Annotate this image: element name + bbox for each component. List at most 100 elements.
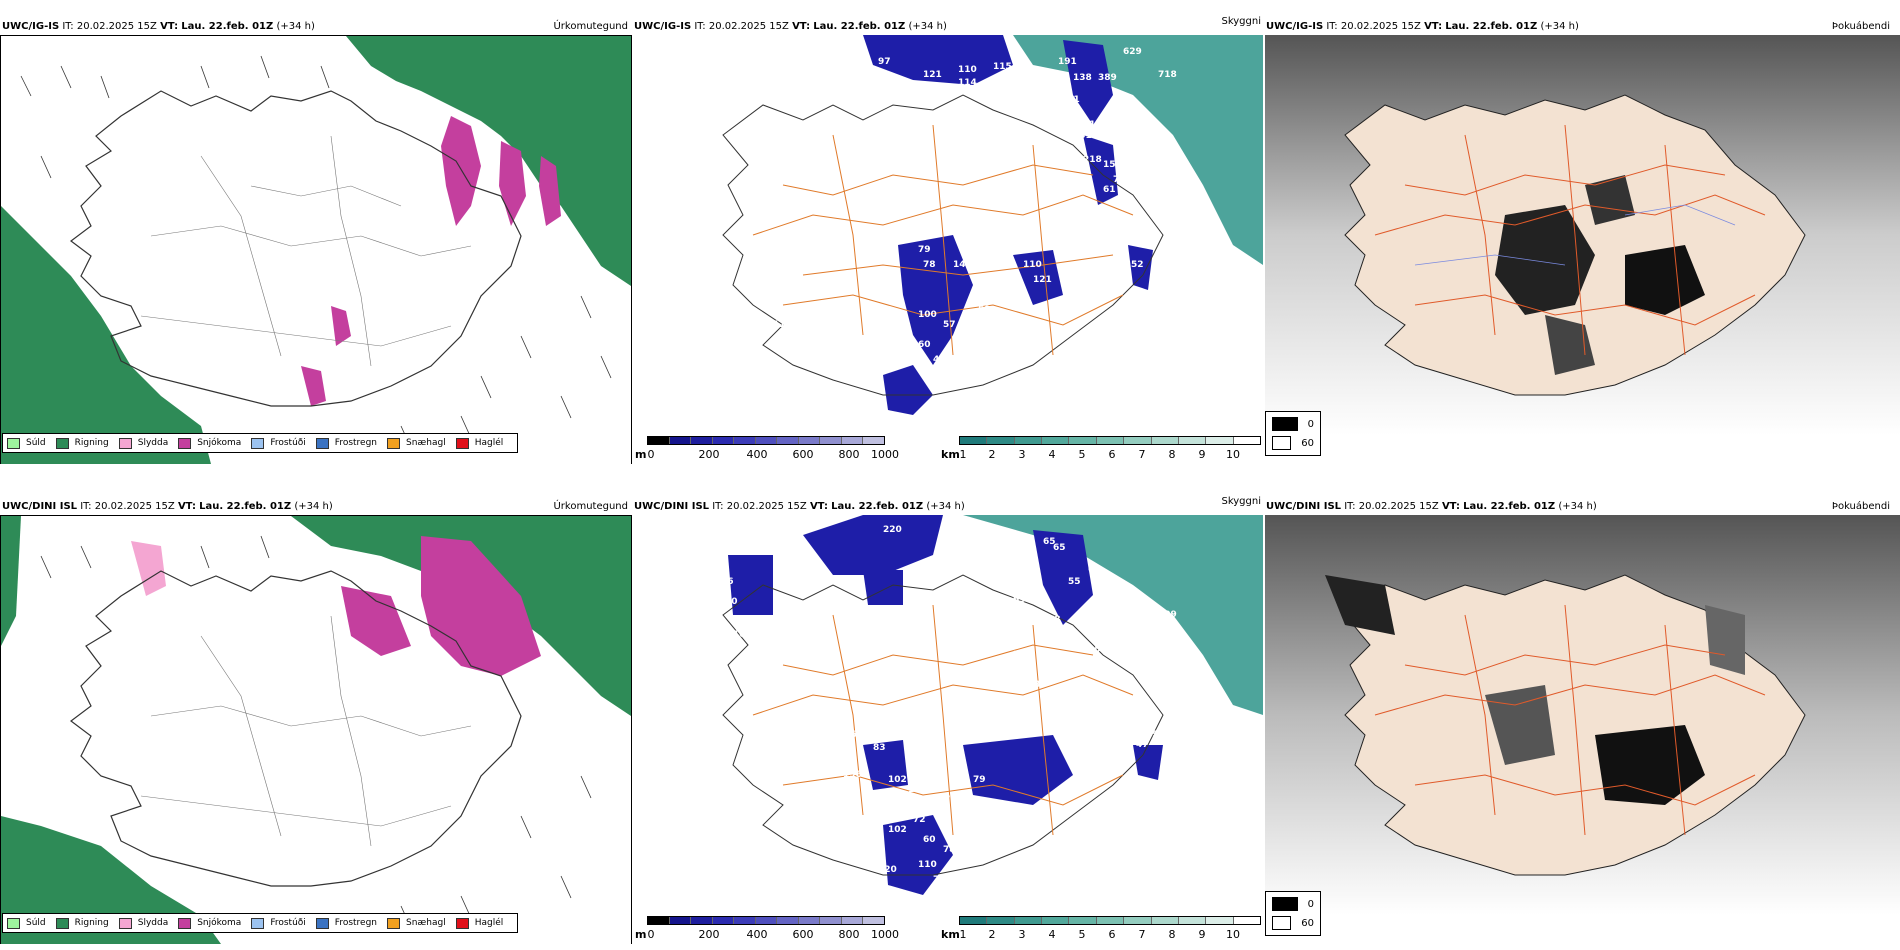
cloud-base-label: 57 [943,320,956,330]
visibility-tick: 9 [1198,928,1206,941]
cloud-base-label: 723 [1113,175,1132,185]
cloud-base-label: 49 [708,600,721,610]
cloud-base-label: 61 [1103,185,1116,195]
legend-item: Haglél [455,437,503,449]
legend-item: Rigning [55,437,109,449]
legend-item: Snæhagl [387,917,446,929]
legend-swatch [387,437,401,449]
ceiling-tick: 800 [838,928,860,941]
legend-item: Frostúði [251,917,306,929]
panel-parameter: Skyggni [1221,496,1261,507]
cloud-base-label: 101 [1061,95,1080,105]
cloud-base-label: 253 [1105,625,1124,635]
legend-swatch [315,917,329,929]
visibility-tick: 3 [1018,928,1026,941]
cloud-base-label: 202 [1158,640,1177,650]
cloud-base-label: 194 [1011,90,1030,100]
visibility-tick: 2 [988,448,996,461]
fog-legend-item: 0 [1272,897,1314,911]
cloud-base-labels: 220 54 48 46 49 40 59 86 106 109 70 112 65 65 63 66 55 63… [633,515,1263,915]
ptype-map [0,35,632,464]
cloud-base-label: 46 [721,577,734,587]
cloud-base-label: 120 [878,865,897,875]
cloud-base-label: 160 [908,785,927,795]
cloud-base-label: 60 [918,340,931,350]
legend-item: Snjókoma [178,437,241,449]
ceiling-unit: m [635,448,647,461]
cloud-base-label: 7 [1133,715,1140,725]
cloud-base-label: 110 [1023,260,1042,270]
ceiling-tick: 200 [698,928,720,941]
cloud-base-label: 87 [938,795,951,805]
cloud-base-label: 76 [858,835,871,845]
visibility-tick: 4 [1048,448,1056,461]
panel-parameter: Þokuábendi [1831,501,1890,512]
visibility-tick: 7 [1138,928,1146,941]
legend-item: Slydda [118,917,168,929]
cloud-base-label: 248 [1053,635,1072,645]
legend-item: Slydda [118,437,168,449]
cloud-base-label: 187 [1153,625,1172,635]
legend-swatch [55,917,69,929]
cloud-base-label: 109 [753,630,772,640]
cloud-base-label: 629 [1123,47,1142,57]
cloud-base-label: 97 [878,57,891,67]
legend-swatch [7,917,20,929]
cloud-base-label: 72 [913,815,926,825]
visibility-colorbar-strip [959,436,1261,445]
legend-swatch [455,917,469,929]
legend-swatch [251,437,265,449]
ptype-panel-bottom: UWC/DINI ISL IT: 20.02.2025 15Z VT: Lau.… [0,492,632,944]
ptype-map [0,515,632,944]
cloud-base-label: 113 [953,230,972,240]
ceiling-tick: 600 [792,448,814,461]
visibility-tick: 6 [1108,928,1116,941]
legend-item: Súld [7,437,46,449]
cloud-base-label: 102 [888,825,907,835]
ceiling-tick: 1000 [871,928,899,941]
visibility-panel-top: UWC/IG-IS IT: 20.02.2025 15Z VT: Lau. 22… [633,12,1263,464]
visibility-tick: 4 [1048,928,1056,941]
fog-legend-swatch [1272,436,1292,450]
cloud-base-label: 41 [933,355,946,365]
cloud-base-label: 59 [833,597,846,607]
legend-swatch [251,917,265,929]
legend-swatch [118,437,132,449]
cloud-base-label: 60 [923,835,936,845]
cloud-base-label: 131 [1073,131,1092,141]
panel-title: UWC/DINI ISL IT: 20.02.2025 15Z VT: Lau.… [634,501,965,512]
panel-parameter: Skyggni [1221,16,1261,27]
cloud-base-label: 95 [953,825,966,835]
visibility-tick: 5 [1078,448,1086,461]
cloud-base-label: 76 [1021,607,1034,617]
ceiling-unit: m [635,928,647,941]
cloud-base-label: 134 [1065,120,1084,130]
legend-item: Frostregn [315,917,377,929]
panel-title: UWC/IG-IS IT: 20.02.2025 15Z VT: Lau. 22… [1266,21,1579,32]
ceiling-tick: 0 [647,928,655,941]
ceiling-tick: 600 [792,928,814,941]
fog-map [1265,515,1900,915]
visibility-map [633,515,1263,915]
visibility-colorbar-strip [959,916,1261,925]
cloud-base-label: 136 [1028,680,1047,690]
cloud-base-label: 59 [978,305,991,315]
fog-legend-swatch [1272,897,1298,911]
cloud-base-label: 110 [918,860,937,870]
ceiling-tick: 0 [647,448,655,461]
visibility-tick: 3 [1018,448,1026,461]
legend-swatch [178,437,192,449]
visibility-tick: 10 [1226,928,1240,941]
legend-swatch [118,917,132,929]
legend-item: Frostúði [251,437,306,449]
cloud-base-label: 51 [703,205,716,215]
visibility-tick: 6 [1108,448,1116,461]
cloud-base-label: 106 [838,730,857,740]
cloud-base-label: 65 [1088,620,1101,630]
cloud-base-label: 66 [1015,575,1028,585]
cloud-base-label: 65 [1043,537,1056,547]
visibility-unit: km [941,928,960,941]
cloud-base-label: 78 [1048,615,1061,625]
ptype-panel-top: UWC/IG-IS IT: 20.02.2025 15Z VT: Lau. 22… [0,12,632,464]
visibility-tick: 9 [1198,448,1206,461]
